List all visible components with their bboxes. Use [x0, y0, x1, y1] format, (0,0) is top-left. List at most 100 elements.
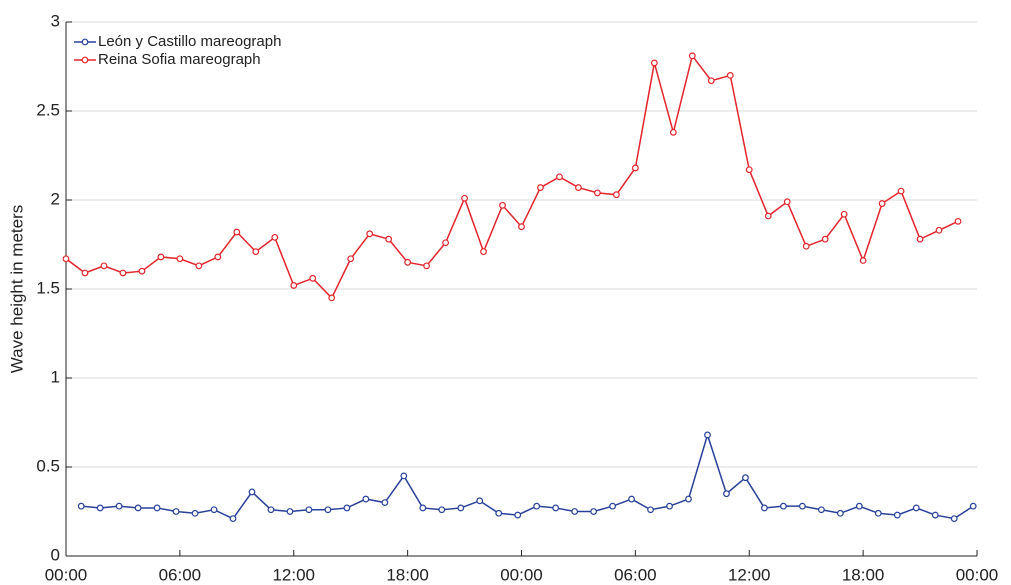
- data-point: [96, 504, 104, 512]
- data-point: [685, 495, 692, 503]
- data-point: [628, 495, 635, 503]
- y-axis-label: Wave height in meters: [7, 205, 26, 374]
- data-point: [495, 509, 503, 517]
- data-point: [385, 235, 393, 243]
- data-point: [362, 495, 370, 503]
- data-point: [229, 515, 237, 523]
- data-point: [286, 508, 294, 515]
- data-point: [153, 504, 161, 512]
- data-point: [267, 506, 275, 514]
- data-point: [324, 506, 332, 514]
- data-point: [761, 504, 768, 512]
- legend-marker: [81, 56, 89, 64]
- data-point: [745, 166, 753, 174]
- data-point: [233, 228, 241, 236]
- data-point: [248, 488, 256, 496]
- y-tick-label: 0.5: [36, 456, 60, 475]
- y-tick-label: 0: [51, 545, 60, 564]
- x-tick-label: 00:00: [45, 565, 88, 584]
- data-point: [840, 210, 848, 218]
- data-point: [134, 504, 142, 512]
- data-point: [176, 255, 184, 263]
- data-point: [647, 506, 654, 514]
- data-point: [400, 472, 408, 480]
- data-point: [612, 191, 620, 199]
- data-point: [783, 198, 791, 206]
- data-point: [138, 267, 146, 275]
- data-point: [897, 187, 905, 195]
- y-tick-label: 1.5: [36, 278, 60, 297]
- data-point: [305, 506, 313, 514]
- data-point: [81, 269, 89, 277]
- data-point: [575, 184, 582, 191]
- data-point: [893, 511, 901, 519]
- x-tick-label: 12:00: [728, 565, 771, 584]
- data-point: [798, 502, 806, 510]
- data-point: [423, 262, 431, 270]
- data-point: [704, 431, 711, 439]
- data-point: [780, 502, 787, 510]
- data-point: [631, 164, 639, 172]
- data-point: [328, 294, 336, 302]
- data-point: [688, 52, 696, 60]
- x-tick-label: 00:00: [956, 565, 999, 584]
- x-tick-label: 12:00: [272, 565, 315, 584]
- data-point: [62, 255, 70, 263]
- data-point: [461, 194, 468, 202]
- y-tick-label: 1: [51, 367, 60, 386]
- data-point: [343, 504, 351, 512]
- x-tick-label: 18:00: [842, 565, 885, 584]
- series-line: [81, 432, 974, 520]
- x-tick-label: 00:00: [500, 565, 543, 584]
- legend-label: Reina Sofia mareograph: [98, 51, 261, 68]
- data-point: [855, 502, 863, 510]
- data-point: [271, 233, 279, 241]
- data-point: [404, 258, 412, 266]
- data-point: [480, 248, 487, 256]
- data-point: [514, 511, 522, 519]
- data-point: [172, 508, 180, 515]
- data-point: [556, 173, 563, 181]
- data-point: [666, 502, 673, 510]
- data-point: [916, 235, 924, 243]
- legend-label: León y Castillo mareograph: [98, 33, 281, 50]
- data-point: [742, 474, 749, 482]
- data-point: [931, 511, 939, 519]
- y-tick-label: 2: [51, 189, 60, 208]
- x-tick-label: 06:00: [614, 565, 657, 584]
- y-tick-label: 3: [51, 11, 60, 30]
- data-point: [366, 230, 374, 238]
- data-point: [191, 509, 199, 517]
- data-point: [476, 497, 484, 505]
- data-point: [590, 508, 598, 515]
- data-point: [912, 504, 920, 512]
- data-point: [552, 504, 560, 512]
- data-point: [669, 128, 677, 136]
- data-point: [969, 502, 977, 510]
- data-point: [723, 490, 730, 498]
- data-point: [115, 502, 123, 510]
- data-point: [726, 71, 734, 79]
- series-line: [65, 54, 959, 300]
- data-point: [290, 282, 298, 289]
- data-point: [419, 504, 427, 512]
- data-point: [214, 253, 222, 261]
- data-point: [764, 212, 772, 220]
- data-point: [533, 502, 541, 510]
- data-point: [950, 515, 958, 523]
- data-point: [252, 248, 260, 256]
- data-point: [518, 223, 525, 231]
- data-point: [442, 239, 449, 247]
- x-tick-label: 18:00: [386, 565, 429, 584]
- data-point: [859, 257, 867, 264]
- data-point: [821, 235, 829, 243]
- data-point: [100, 262, 108, 270]
- data-point: [347, 255, 355, 263]
- data-point: [836, 509, 844, 517]
- data-point: [77, 502, 85, 510]
- legend-marker: [81, 38, 89, 46]
- data-point: [802, 242, 810, 250]
